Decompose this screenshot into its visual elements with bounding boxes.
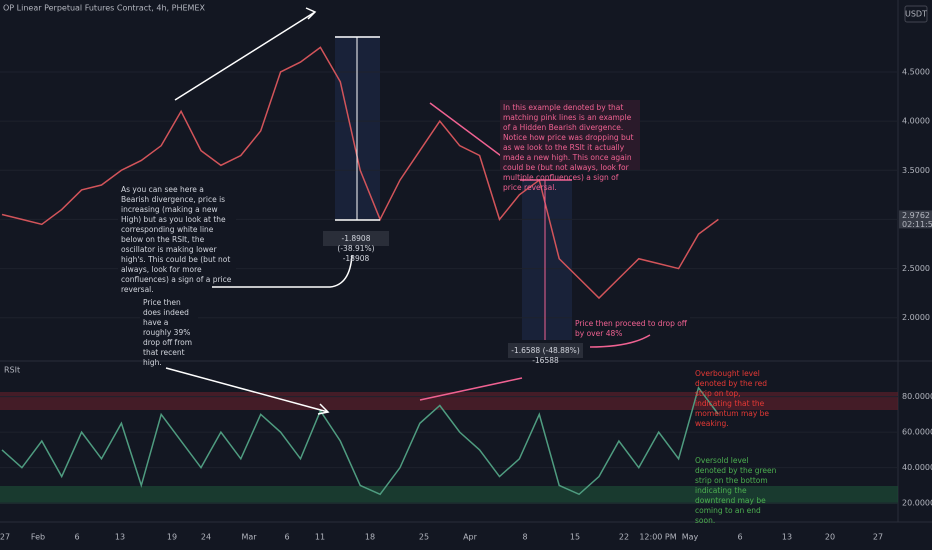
annotation: Oversold level denoted by the green stri…: [695, 456, 777, 525]
price-tag: 2.9762: [902, 211, 930, 220]
x-tick-label: 25: [419, 533, 429, 542]
rsi-trend-line: [419, 377, 523, 401]
x-tick-label: 12:00 PM: [639, 533, 676, 542]
series-line: [1, 386, 720, 496]
annotation: Price then proceed to drop off by over 4…: [572, 316, 690, 338]
y-tick-label: 4.5000: [902, 67, 930, 76]
y-tick-label: 40.0000: [902, 463, 932, 472]
measure-box: [522, 180, 572, 340]
measure-label: -1.8908 (-38.91%) -18908: [323, 231, 389, 263]
x-tick-label: 22: [619, 533, 629, 542]
trend-line: [174, 11, 316, 101]
countdown: 02:11:59: [902, 220, 932, 229]
pointer-line: [589, 334, 651, 348]
currency-button[interactable]: [904, 5, 928, 23]
arrow-head: [317, 403, 330, 415]
arrow-head: [305, 7, 317, 20]
x-tick-label: 11: [315, 533, 325, 542]
y-tick-label: 4.0000: [902, 117, 930, 126]
x-tick-label: Apr: [463, 533, 478, 542]
y-tick-label: 20.0000: [902, 499, 932, 508]
x-tick-label: 27: [0, 533, 10, 542]
annotation: Overbought level denoted by the red stri…: [695, 369, 770, 428]
x-tick-label: 13: [115, 533, 125, 542]
x-tick-label: 27: [873, 533, 883, 542]
price-tag-box: [899, 210, 932, 229]
currency-label[interactable]: USDT: [905, 10, 927, 19]
x-tick-label: 24: [201, 533, 211, 542]
y-tick-label: 2.0000: [902, 313, 930, 322]
y-tick-label: 2.5000: [902, 264, 930, 273]
y-tick-label: 80.0000: [902, 392, 932, 401]
x-tick-label: 6: [74, 533, 79, 542]
y-tick-label: 3.5000: [902, 166, 930, 175]
x-tick-label: May: [682, 533, 699, 542]
x-tick-label: 13: [782, 533, 792, 542]
x-tick-label: Feb: [31, 533, 45, 542]
annotation: As you can see here a Bearish divergence…: [118, 182, 236, 294]
y-tick-label: 60.0000: [902, 428, 932, 437]
x-tick-label: 6: [284, 533, 289, 542]
chart-title: OP Linear Perpetual Futures Contract, 4h…: [3, 4, 205, 13]
rsi-title: RSIt: [4, 366, 20, 375]
measure-label: -1.6588 (-48.88%) -16588: [508, 343, 583, 365]
x-tick-label: 20: [825, 533, 835, 542]
plot: 2.00002.50003.00003.50004.00004.500020.0…: [0, 46, 932, 508]
annotation: In this example denoted by that matching…: [500, 100, 640, 192]
oversold-band: [0, 486, 898, 504]
x-tick-label: 19: [167, 533, 177, 542]
drawings: [165, 7, 380, 415]
pointer-line: [212, 254, 353, 288]
x-tick-label: 18: [365, 533, 375, 542]
rsi-trend-line: [165, 367, 329, 413]
annotation: Price then does indeed have a roughly 39…: [140, 295, 198, 367]
x-tick-label: Mar: [241, 533, 257, 542]
x-tick-label: 8: [522, 533, 527, 542]
x-tick-label: 15: [570, 533, 580, 542]
x-tick-label: 6: [737, 533, 742, 542]
series-line: [1, 46, 719, 300]
